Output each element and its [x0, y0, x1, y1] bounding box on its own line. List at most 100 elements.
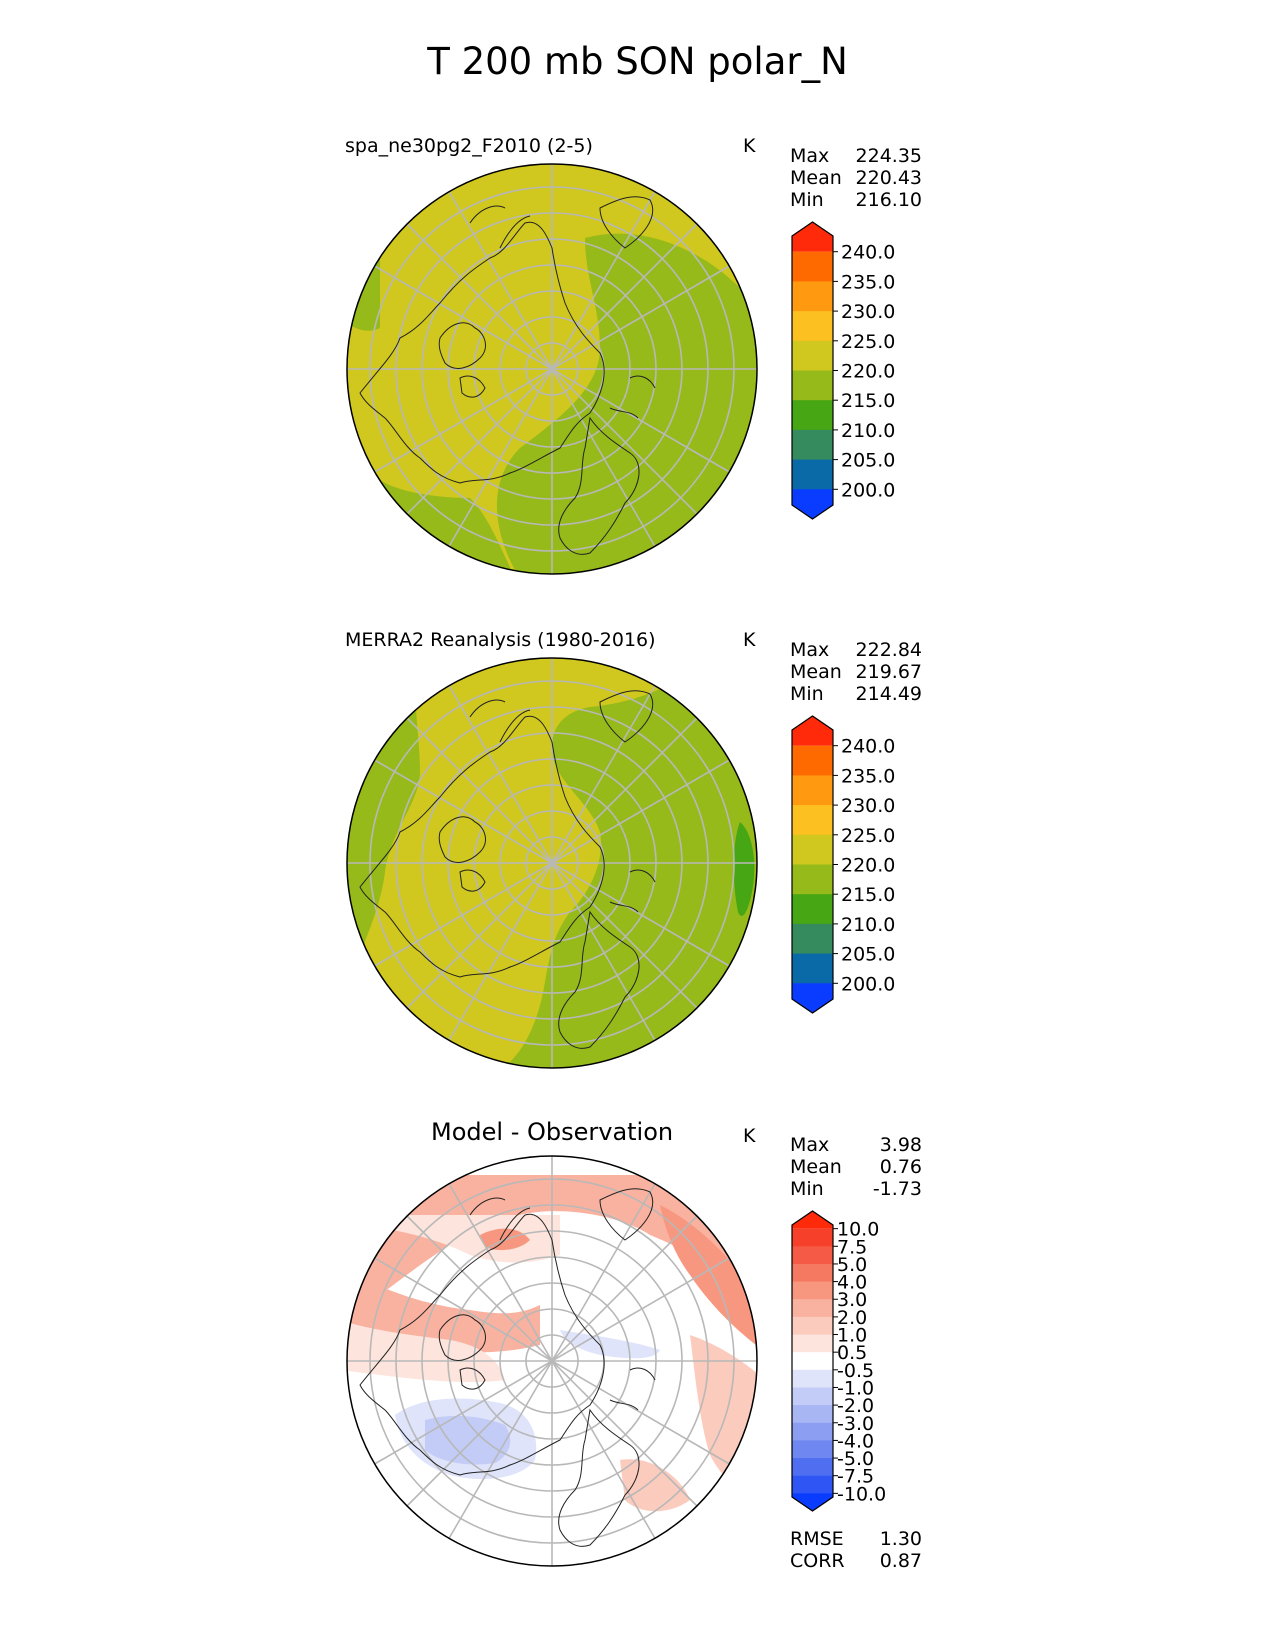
colorbar-swatch: [792, 489, 833, 519]
stat-value: -1.73: [872, 1178, 922, 1200]
colorbar-tick-label: 215.0: [841, 390, 895, 412]
colorbar-swatch: [792, 429, 833, 461]
graticule: [347, 164, 757, 574]
stat-label: Min: [790, 189, 824, 211]
panel-title: spa_ne30pg2_F2010 (2-5): [345, 135, 593, 157]
colorbar-swatch: [792, 745, 833, 776]
colorbar-tick-label: 225.0: [841, 331, 895, 353]
colorbar-obs: 240.0 235.0 230.0 225.0 220.0 215.0 210.0 205.0…: [791, 715, 895, 1014]
stat-label: Mean: [790, 167, 842, 189]
colorbar-swatch: [792, 222, 833, 252]
colorbar-tick-label: 1.0: [837, 1325, 867, 1347]
colorbar-swatch: [792, 1299, 833, 1318]
colorbar-swatch: [792, 923, 833, 955]
colorbar-tick-label: 240.0: [841, 736, 895, 758]
figure-title: T 200 mb SON polar_N: [427, 40, 848, 83]
colorbar-tick-label: 220.0: [841, 855, 895, 877]
colorbar-swatch: [792, 716, 833, 746]
colorbar-tick-label: -2.0: [837, 1395, 874, 1417]
colorbar-tick-label: 205.0: [841, 944, 895, 966]
colorbar-outline: [791, 221, 834, 520]
colorbar-tick-label: 230.0: [841, 301, 895, 323]
colorbar-tick-label: 3.0: [837, 1289, 867, 1311]
colorbar-tick-label: 240.0: [841, 242, 895, 264]
colorbar-swatch: [792, 1211, 833, 1229]
colorbar-swatch: [792, 340, 833, 371]
colorbar-tick-label: -3.0: [837, 1413, 874, 1435]
colorbar-tick-label: 200.0: [841, 973, 895, 995]
coastlines: [359, 196, 656, 555]
panel-diff: Model - Observation K Max 3.98 Mean 0.76 M…: [0, 1115, 1275, 1595]
stat-label: Max: [790, 639, 830, 661]
metric-value: 0.87: [879, 1550, 922, 1572]
stat-label: Min: [790, 1178, 824, 1200]
metrics-block: RMSE 1.30 CORR 0.87: [790, 1528, 922, 1572]
colorbar-swatch: [792, 1369, 833, 1388]
colorbar-model: 240.0 235.0 230.0 225.0 220.0 215.0 210.0 205.0…: [791, 221, 895, 520]
stats-block: Max 224.35 Mean 220.43 Min 216.10: [790, 145, 922, 211]
stat-value: 214.49: [855, 683, 922, 705]
map-boundary: [346, 163, 758, 575]
colorbar-swatch: [792, 1475, 833, 1494]
colorbar-tick-label: -5.0: [837, 1448, 874, 1470]
colorbar-swatch: [792, 251, 833, 282]
colorbar-swatch: [792, 1316, 833, 1336]
panel-title: MERRA2 Reanalysis (1980-2016): [345, 629, 656, 651]
colorbar-swatch: [792, 281, 833, 312]
coastlines: [359, 690, 656, 1049]
colorbar-swatch: [792, 1352, 833, 1371]
units-label: K: [743, 1125, 756, 1147]
colorbar-tick-label: 230.0: [841, 795, 895, 817]
colorbar-tick-label: 7.5: [837, 1236, 867, 1258]
metric-label: RMSE: [790, 1528, 844, 1550]
colorbar-swatch: [792, 370, 833, 401]
colorbar-tick-label: 235.0: [841, 765, 895, 787]
graticule: [347, 658, 757, 1068]
colorbar-swatch: [792, 775, 833, 806]
colorbar-tick-label: 5.0: [837, 1254, 867, 1276]
colorbar-swatch: [792, 311, 833, 342]
map-boundary: [346, 657, 758, 1069]
stats-block: Max 222.84 Mean 219.67 Min 214.49: [790, 639, 922, 705]
metric-value: 1.30: [879, 1528, 922, 1550]
colorbar-swatch: [792, 1405, 833, 1424]
colorbar-swatch: [792, 1246, 833, 1265]
colorbar-swatch: [792, 459, 833, 490]
colorbar-swatch: [792, 1334, 833, 1353]
coastlines: [359, 1188, 656, 1547]
colorbar-tick-label: -10.0: [837, 1483, 886, 1505]
colorbar-tick-label: 2.0: [837, 1307, 867, 1329]
stat-value: 219.67: [855, 661, 922, 683]
colorbar-tick-label: 4.0: [837, 1272, 867, 1294]
colorbar-tick-label: 210.0: [841, 420, 895, 442]
colorbar-swatch: [792, 1440, 833, 1459]
colorbar-swatch: [792, 1387, 833, 1406]
stat-value: 216.10: [855, 189, 922, 211]
stats-block: Max 3.98 Mean 0.76 Min -1.73: [790, 1134, 922, 1200]
colorbar-swatch: [792, 1493, 833, 1511]
colorbar-swatch: [792, 1263, 833, 1283]
colorbar-tick-label: 0.5: [837, 1342, 867, 1364]
stat-value: 224.35: [855, 145, 922, 167]
colorbar-tick-label: 210.0: [841, 914, 895, 936]
colorbar-swatch: [792, 864, 833, 895]
colorbar-outline: [791, 1210, 834, 1512]
colorbar-outline: [791, 715, 834, 1014]
stat-value: 0.76: [879, 1156, 922, 1178]
polar-map-obs: 240.0 235.0 230.0 225.0 220.0 215.0 210.0 205.0…: [346, 657, 895, 1069]
panel-model: spa_ne30pg2_F2010 (2-5) K Max 224.35 Mean…: [0, 128, 1275, 618]
colorbar-tick-label: 10.0: [837, 1219, 879, 1241]
colorbar-tick-label: -1.0: [837, 1377, 874, 1399]
stat-label: Max: [790, 145, 830, 167]
colorbar-tick-label: 200.0: [841, 479, 895, 501]
colorbar-swatch: [792, 805, 833, 836]
colorbar-tick-label: -0.5: [837, 1360, 874, 1382]
stat-label: Min: [790, 683, 824, 705]
colorbar-swatch: [792, 834, 833, 865]
panel-title: Model - Observation: [431, 1118, 674, 1146]
units-label: K: [743, 629, 756, 651]
colorbar-swatch: [792, 1458, 833, 1477]
colorbar-swatch: [792, 953, 833, 984]
stat-label: Mean: [790, 1156, 842, 1178]
metric-label: CORR: [790, 1550, 845, 1572]
